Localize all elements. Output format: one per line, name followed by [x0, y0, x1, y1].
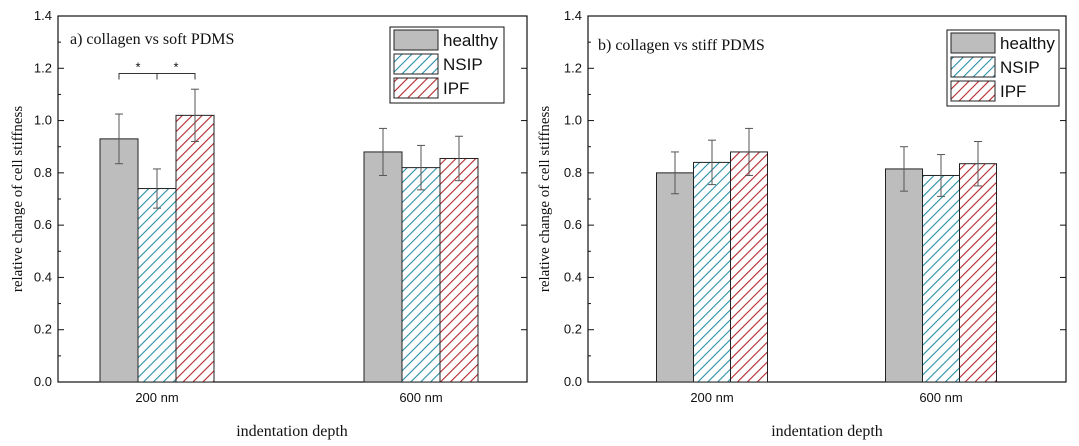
y-tick-label: 0.8	[34, 165, 52, 180]
y-tick-label: 0.4	[34, 269, 52, 284]
x-tick-label: 600 nm	[919, 390, 962, 405]
bar-ipf	[959, 163, 997, 383]
x-axis-label: indentation depth	[236, 423, 348, 440]
y-tick-label: 1.4	[34, 8, 52, 23]
legend-swatch-nsip	[950, 56, 996, 78]
legend-label: NSIP	[1000, 58, 1040, 77]
panel-a: 0.00.20.40.60.81.01.21.4 200 nm 600 nm * *…	[10, 8, 528, 440]
bar-nsip	[922, 174, 960, 383]
y-tick-label: 1.2	[564, 60, 582, 75]
significance-bracket	[156, 73, 196, 80]
panel-b: 0.0 0.2 0.4 0.6 0.8 1.0 1.2 1.4 200 nm 600 nm b)…	[537, 8, 1067, 440]
y-tick-label: 0.0	[564, 374, 582, 389]
y-axis-label: relative change of cell stiffness	[537, 106, 553, 292]
bars: 200 nm 600 nm	[99, 88, 479, 405]
x-tick-label: 600 nm	[399, 390, 442, 405]
legend-label: healthy	[1000, 34, 1055, 53]
y-tick-label: 1.0	[34, 113, 52, 128]
legend-swatch-ipf	[393, 77, 439, 99]
y-tick-label: 0.2	[564, 322, 582, 337]
bars: 200 nm 600 nm	[656, 127, 997, 405]
bar-ipf	[730, 151, 768, 383]
legend-swatch-healthy	[393, 29, 439, 51]
y-tick-label: 1.0	[564, 113, 582, 128]
chart-title: a) collagen vs soft PDMS	[70, 31, 234, 48]
y-tick-label: 0.6	[564, 217, 582, 232]
legend-label: healthy	[443, 31, 498, 50]
legend: healthy NSIP IPF	[389, 26, 505, 104]
legend-swatch-healthy	[950, 32, 996, 54]
significance-brackets: * *	[118, 60, 196, 80]
bar-healthy	[363, 151, 403, 383]
bar-healthy	[656, 172, 694, 383]
y-tick-label: 0.4	[564, 269, 582, 284]
y-tick-label: 1.4	[564, 8, 582, 23]
bar-healthy	[99, 138, 139, 383]
legend-label: NSIP	[443, 55, 483, 74]
y-tick-label: 0.0	[34, 374, 52, 389]
x-axis-label: indentation depth	[771, 423, 883, 440]
bar-nsip	[693, 161, 731, 383]
legend: healthy NSIP IPF	[946, 29, 1060, 107]
bar-nsip	[401, 167, 441, 383]
significance-star: *	[135, 60, 140, 75]
y-tick-label: 1.2	[34, 60, 52, 75]
legend-swatch-ipf	[950, 80, 996, 102]
y-axis-ticks: 0.0 0.2 0.4 0.6 0.8 1.0 1.2 1.4	[34, 8, 527, 389]
y-axis-ticks: 0.0 0.2 0.4 0.6 0.8 1.0 1.2 1.4	[564, 8, 1066, 389]
significance-star: *	[173, 60, 178, 75]
y-tick-label: 0.6	[34, 217, 52, 232]
bar-ipf	[175, 114, 215, 383]
bar-healthy	[885, 168, 923, 383]
legend-label: IPF	[1000, 82, 1026, 101]
x-tick-label: 200 nm	[135, 390, 178, 405]
bar-ipf	[439, 157, 479, 383]
y-axis-label: relative change of cell stiffness	[10, 106, 26, 292]
bar-nsip	[137, 188, 177, 383]
legend-swatch-nsip	[393, 53, 439, 75]
y-tick-label: 0.8	[564, 165, 582, 180]
legend-label: IPF	[443, 79, 469, 98]
x-tick-label: 200 nm	[690, 390, 733, 405]
y-tick-label: 0.2	[34, 322, 52, 337]
chart-title: b) collagen vs stiff PDMS	[598, 37, 765, 54]
